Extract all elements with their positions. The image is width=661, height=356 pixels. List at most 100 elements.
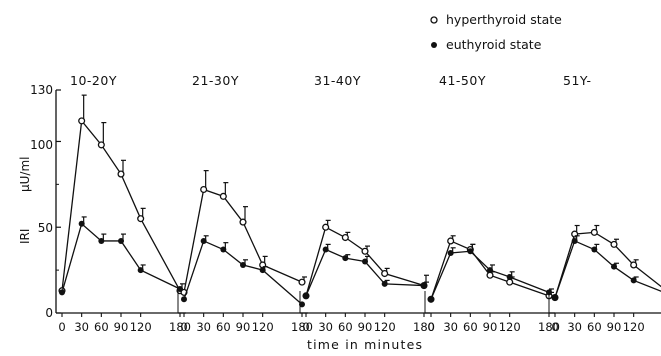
data-point-euthyroid <box>59 289 65 296</box>
data-point-hyperthyroid <box>381 269 389 278</box>
data-point-euthyroid <box>181 296 187 303</box>
panel-3: 31-40Y 0 30 60 90 120 180 <box>299 73 435 334</box>
y-tick-label: 130 <box>30 83 53 97</box>
data-point-euthyroid <box>78 220 85 227</box>
legend-eu-label: euthyroid state <box>446 37 542 52</box>
legend: hyperthyroid state euthyroid state <box>430 12 562 52</box>
series-line-euthyroid <box>183 240 303 305</box>
data-point-euthyroid <box>322 246 329 253</box>
data-point-euthyroid <box>342 255 349 262</box>
x-tick-label: 90 <box>607 320 622 334</box>
data-point-euthyroid <box>630 277 637 284</box>
data-point-euthyroid <box>200 237 207 244</box>
x-tick-label: 30 <box>196 320 211 334</box>
data-point-hyperthyroid <box>117 170 125 178</box>
data-point-euthyroid <box>381 280 388 287</box>
data-point-euthyroid <box>137 267 144 274</box>
data-point-euthyroid <box>118 237 124 244</box>
legend-hyper-label: hyperthyroid state <box>446 12 562 27</box>
data-point-hyperthyroid <box>97 141 105 149</box>
x-tick-label: 60 <box>216 320 231 334</box>
data-point-euthyroid <box>259 267 266 274</box>
panel-title: 51Y- <box>563 73 592 88</box>
series-line-hyperthyroid <box>554 231 661 298</box>
x-tick-label: 90 <box>114 320 129 334</box>
data-point-hyperthyroid <box>630 261 638 269</box>
data-point-euthyroid <box>611 263 617 270</box>
x-tick-label: 180 <box>291 320 313 334</box>
data-point-hyperthyroid <box>298 278 306 286</box>
data-point-hyperthyroid <box>447 237 455 245</box>
series-line-euthyroid <box>61 222 181 293</box>
x-tick-label: 0 <box>180 320 187 334</box>
legend-eu-marker <box>431 42 437 48</box>
x-tick-label: 180 <box>413 320 435 334</box>
x-tick-label: 60 <box>338 320 353 334</box>
data-point-hyperthyroid <box>137 215 145 223</box>
x-tick-label: 90 <box>483 320 498 334</box>
legend-hyper-marker <box>430 16 438 24</box>
x-tick-label: 30 <box>318 320 333 334</box>
data-point-euthyroid <box>552 294 558 301</box>
data-point-euthyroid <box>240 261 246 268</box>
data-point-hyperthyroid <box>78 117 86 125</box>
y-tick-label: 50 <box>38 221 53 235</box>
data-point-euthyroid <box>506 273 513 280</box>
x-tick-label: 0 <box>427 320 434 334</box>
x-tick-label: 0 <box>551 320 558 334</box>
data-point-hyperthyroid <box>610 240 618 248</box>
data-point-hyperthyroid <box>341 233 349 242</box>
series-line-hyperthyroid <box>183 188 303 293</box>
y-tick-labels: 130 100 50 0 <box>30 83 53 320</box>
data-point-euthyroid <box>447 249 454 256</box>
x-tick-label: 60 <box>94 320 109 334</box>
y-axis-label-iri: IRI <box>18 229 32 244</box>
data-point-euthyroid <box>362 258 368 265</box>
data-point-euthyroid <box>591 246 598 253</box>
data-point-hyperthyroid <box>219 192 227 200</box>
x-tick-label: 120 <box>499 320 521 334</box>
data-point-hyperthyroid <box>506 278 514 286</box>
series-line-euthyroid <box>305 248 425 297</box>
data-point-hyperthyroid <box>590 228 598 236</box>
data-point-euthyroid <box>467 248 474 255</box>
x-tick-label: 120 <box>130 320 152 334</box>
x-tick-label: 90 <box>358 320 373 334</box>
series-line-euthyroid <box>430 250 550 300</box>
x-tick-label: 120 <box>374 320 396 334</box>
panel-title: 10-20Y <box>70 73 117 88</box>
data-point-hyperthyroid <box>361 247 369 255</box>
series-line-euthyroid <box>554 240 661 298</box>
x-tick-label: 120 <box>252 320 274 334</box>
x-tick-label: 0 <box>58 320 65 334</box>
x-tick-label: 60 <box>463 320 478 334</box>
series-line-hyperthyroid <box>430 240 550 300</box>
data-point-euthyroid <box>571 237 578 244</box>
x-tick-label: 90 <box>236 320 251 334</box>
panel-4: 41-50Y 0 30 60 90 120 180 <box>424 73 560 334</box>
x-tick-label: 180 <box>169 320 191 334</box>
x-tick-label: 60 <box>587 320 602 334</box>
x-tick-label: 30 <box>74 320 89 334</box>
panel-1: 10-20Y 0 30 60 90 120 180 <box>56 73 191 334</box>
data-point-hyperthyroid <box>200 185 208 194</box>
x-tick-label: 30 <box>443 320 458 334</box>
panel-title: 41-50Y <box>439 73 486 88</box>
panel-title: 31-40Y <box>314 73 361 88</box>
x-tick-label: 30 <box>567 320 582 334</box>
data-point-euthyroid <box>98 237 105 244</box>
data-point-euthyroid <box>220 246 227 253</box>
data-point-euthyroid <box>421 282 427 289</box>
x-tick-label: 180 <box>538 320 560 334</box>
x-tick-label: 0 <box>302 320 309 334</box>
panel-title: 21-30Y <box>192 73 239 88</box>
data-point-euthyroid <box>487 267 493 274</box>
data-point-hyperthyroid <box>239 218 247 226</box>
data-point-hyperthyroid <box>486 271 494 279</box>
data-point-hyperthyroid <box>322 223 330 231</box>
data-point-euthyroid <box>303 292 309 299</box>
data-point-euthyroid <box>428 296 434 303</box>
